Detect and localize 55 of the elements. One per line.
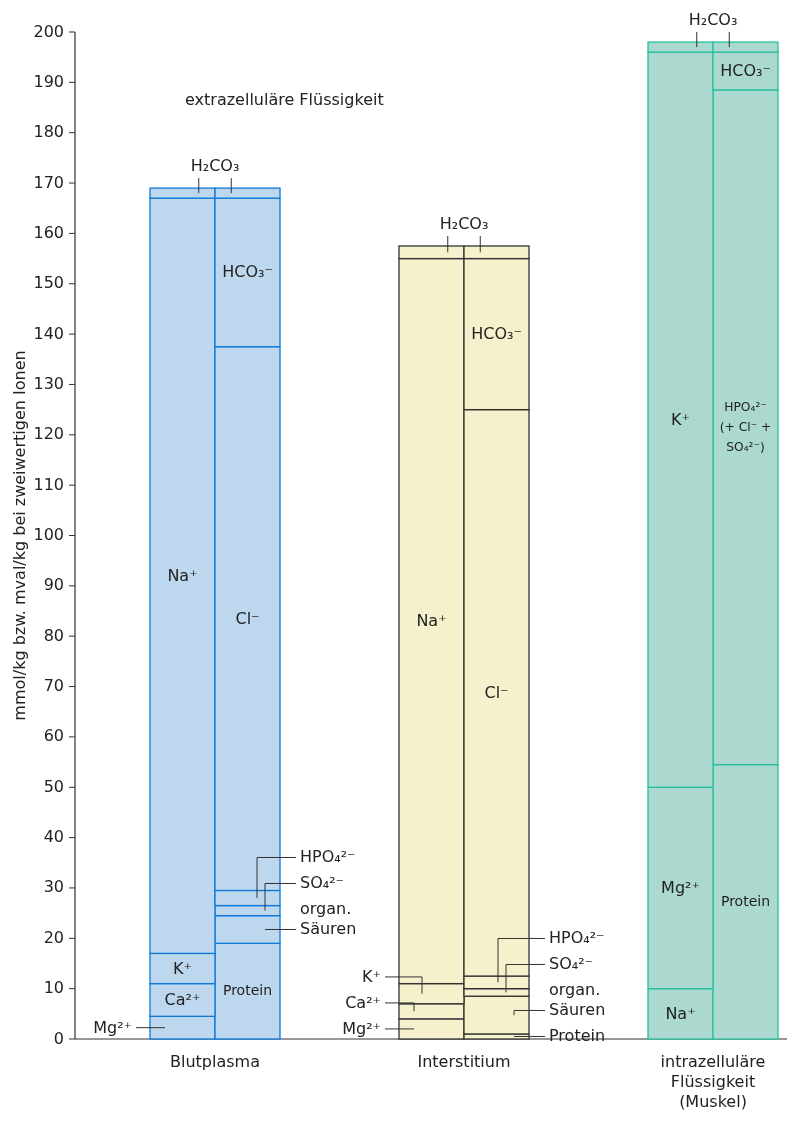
annotation: extrazelluläre Flüssigkeit [185,89,384,109]
y-tick-label: 20 [43,927,64,947]
y-tick-label: 170 [33,172,64,192]
y-tick-label: 160 [33,222,64,242]
y-tick-label: 30 [43,877,64,897]
data-label: HCO₃⁻ [471,323,522,343]
y-tick-label: 60 [43,726,64,746]
y-tick-label: 180 [33,122,64,142]
data-label: HPO₄²⁻ [300,846,356,866]
y-tick-label: 150 [33,273,64,293]
text: Blutplasma [170,1051,260,1071]
y-tick-label: 200 [33,21,64,41]
data-label: H₂CO₃ [190,155,240,175]
y-tick-label: 40 [43,827,64,847]
y-tick-label: 80 [43,625,64,645]
text: Interstitium [417,1051,511,1071]
data-label: Mg²⁺ [661,877,700,897]
data-label: Cl⁻ [235,608,260,628]
data-label: H₂CO₃ [688,9,738,29]
data-label: HCO₃⁻ [222,261,273,281]
y-tick-label: 120 [33,424,64,444]
y-axis-title: mmol/kg bzw. mval/kg bei zweiwertigen Ionen [9,350,29,721]
data-label: SO₄²⁻ [549,953,594,973]
data-label: HCO₃⁻ [720,60,771,80]
data-label: K⁺ [671,409,690,429]
data-label: organ. Säuren [549,979,606,1019]
y-tick-label: 140 [33,323,64,343]
data-label: Na⁺ [665,1003,696,1023]
data-label: Na⁺ [416,610,447,630]
data-label: SO₄²⁻ [300,872,345,892]
y-tick-label: 100 [33,525,64,544]
y-tick-label: 130 [33,373,64,393]
text: intrazelluläre Flüssigkeit (Muskel) [660,1051,766,1111]
data-label: HPO₄²⁻ (+ Cl⁻ + SO₄²⁻) [719,399,772,454]
y-tick-label: 90 [43,575,64,595]
data-label: Mg²⁺ [93,1017,132,1037]
data-label: Protein [222,982,273,999]
y-tick-label: 70 [43,676,64,696]
data-label: K⁺ [173,958,192,978]
y-tick-label: 50 [43,776,64,796]
data-label: Na⁺ [167,565,198,585]
data-label: Cl⁻ [484,682,509,702]
data-label: organ. Säuren [300,898,357,938]
data-label: HPO₄²⁻ [549,927,605,947]
y-tick-label: 190 [33,71,64,91]
data-label: K⁺ [362,966,381,986]
data-label: Protein [549,1025,606,1045]
data-label: Mg²⁺ [342,1018,381,1038]
data-label: Ca²⁺ [164,989,201,1009]
data-label: H₂CO₃ [439,213,489,233]
data-label: Ca²⁺ [345,992,381,1012]
y-tick-label: 10 [43,978,64,998]
y-tick-label: 0 [53,1028,64,1048]
data-label: Protein [720,892,771,909]
y-tick-label: 110 [33,474,64,494]
